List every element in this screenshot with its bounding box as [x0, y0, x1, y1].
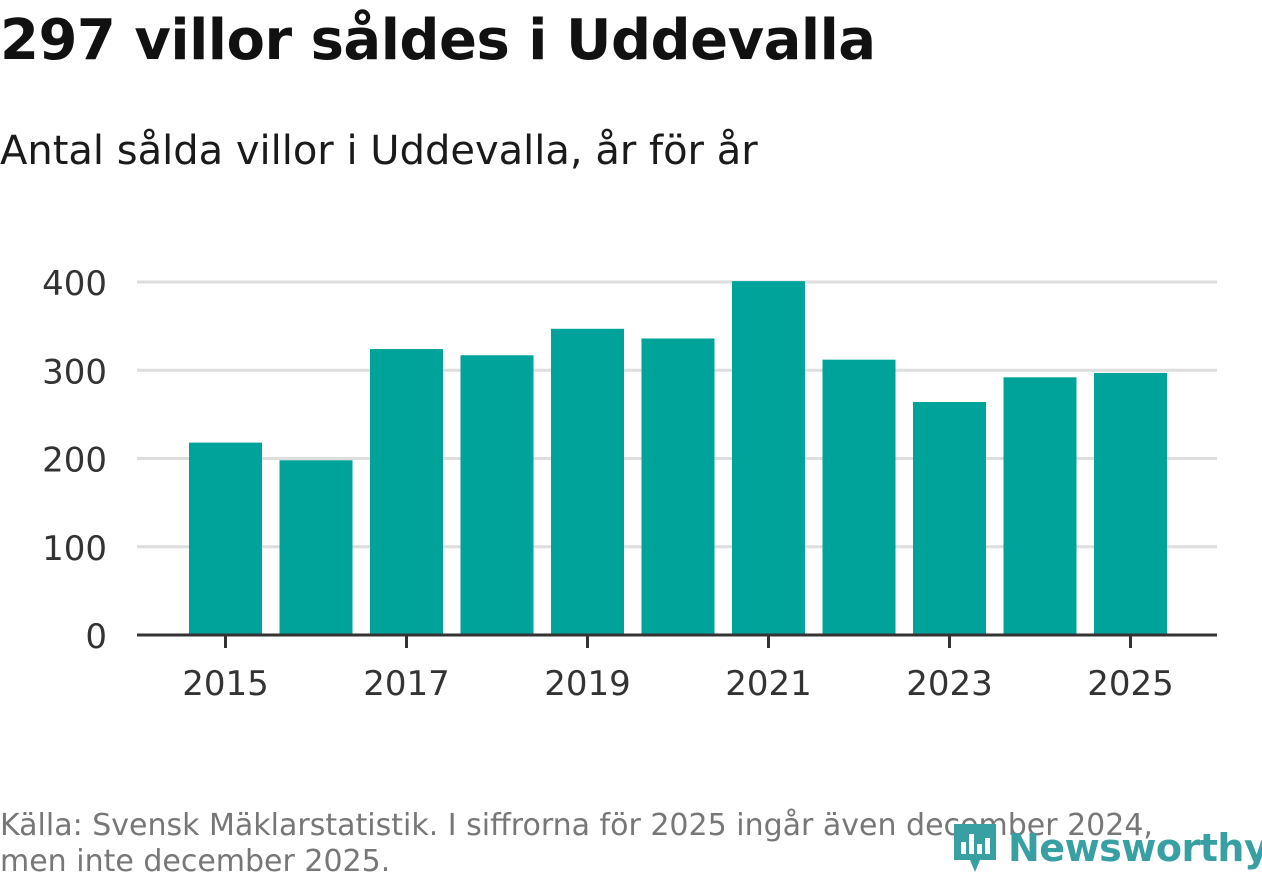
bar-2022 [822, 359, 896, 635]
bar-2023 [913, 402, 986, 635]
bar-2015 [189, 442, 262, 635]
newsworthy-logo: Newsworthy [950, 818, 1262, 878]
y-tick-label: 200 [42, 441, 107, 481]
bar-chart-pin-icon [954, 824, 996, 872]
bar-2021 [732, 281, 805, 635]
bar-2019 [551, 328, 624, 635]
y-tick-label: 0 [85, 617, 107, 657]
logo-text: Newsworthy [1008, 826, 1262, 870]
x-tick-label: 2021 [725, 664, 812, 704]
bars [189, 281, 1167, 635]
x-tick-label: 2023 [906, 664, 993, 704]
bar-2017 [370, 349, 443, 635]
bar-2020 [641, 338, 715, 635]
y-tick-label: 100 [42, 529, 107, 569]
y-tick-label: 400 [42, 264, 107, 304]
chart-title: 297 villor såldes i Uddevalla [0, 8, 876, 73]
chart-subtitle: Antal sålda villor i Uddevalla, år för å… [0, 128, 758, 174]
bar-2016 [279, 460, 353, 635]
axis-labels: 0 100 200 300 400 2015 2017 2019 2021 2023 2025 [42, 264, 1174, 704]
y-tick-label: 300 [42, 352, 107, 392]
source-line-2: men inte december 2025. [0, 844, 391, 879]
x-tick-label: 2015 [182, 664, 269, 704]
x-axis [137, 633, 1217, 648]
x-tick-label: 2025 [1087, 664, 1174, 704]
x-tick-label: 2017 [363, 664, 450, 704]
bar-chart: 0 100 200 300 400 2015 2017 2019 2021 2023 2025 [42, 264, 1217, 704]
bar-2018 [460, 355, 534, 635]
bar-2024 [1003, 377, 1077, 635]
x-tick-label: 2019 [544, 664, 631, 704]
bar-2025 [1094, 372, 1167, 635]
